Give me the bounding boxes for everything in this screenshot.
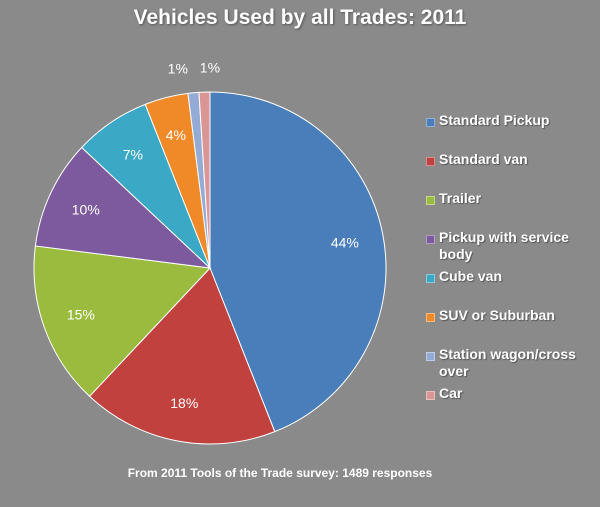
- legend-swatch: [426, 196, 435, 205]
- legend-label: Cube van: [439, 268, 503, 284]
- slice-label-4: 10%: [72, 202, 100, 218]
- legend-label: Standard van: [439, 151, 528, 167]
- slice-label-1: 44%: [331, 234, 359, 250]
- legend-label: Standard Pickup: [439, 112, 550, 128]
- chart-title: Vehicles Used by all Trades: 2011: [133, 6, 467, 29]
- legend-item-4: Pickup with service body: [426, 229, 598, 268]
- legend-swatch: [426, 391, 435, 400]
- slice-label-5: 7%: [123, 146, 143, 162]
- chart-footnote: From 2011 Tools of the Trade survey: 148…: [127, 466, 433, 480]
- legend-label: Pickup with service body: [439, 229, 569, 262]
- legend-item-8: Car: [426, 385, 598, 424]
- legend-swatch: [426, 274, 435, 283]
- legend-item-3: Trailer: [426, 190, 598, 229]
- slice-label-8: 1%: [200, 59, 220, 75]
- legend-swatch: [426, 235, 435, 244]
- slice-label-6: 4%: [166, 127, 186, 143]
- slice-label-3: 15%: [67, 307, 95, 323]
- legend-swatch: [426, 118, 435, 127]
- pie-slice-3: [33, 245, 212, 398]
- legend-item-2: Standard van: [426, 151, 598, 190]
- slice-label-2: 18%: [170, 395, 198, 411]
- pie-slice-8: [198, 91, 211, 269]
- legend-swatch: [426, 352, 435, 361]
- legend-item-7: Station wagon/cross over: [426, 346, 598, 385]
- pie-slice-4: [34, 146, 212, 269]
- legend-label: SUV or Suburban: [439, 307, 555, 323]
- legend-label: Trailer: [439, 190, 482, 206]
- pie-slice-1: [209, 91, 387, 433]
- legend-item-5: Cube van: [426, 268, 598, 307]
- legend-item-6: SUV or Suburban: [426, 307, 598, 346]
- legend-swatch: [426, 157, 435, 166]
- pie-slice-2: [88, 267, 276, 445]
- legend-swatch: [426, 313, 435, 322]
- legend-label: Car: [439, 385, 463, 401]
- slice-label-7: 1%: [168, 60, 188, 76]
- legend-item-1: Standard Pickup: [426, 112, 598, 151]
- legend-label: Station wagon/cross over: [439, 346, 576, 379]
- legend: Standard Pickup Standard van Trailer Pickup…: [426, 112, 598, 424]
